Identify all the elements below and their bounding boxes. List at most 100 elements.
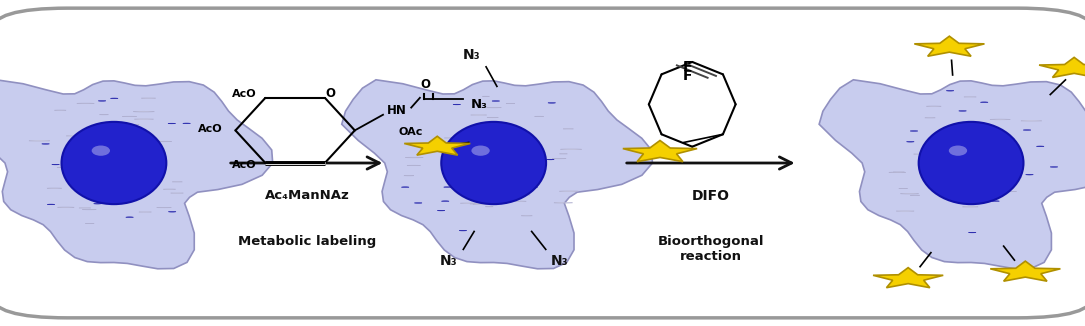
Ellipse shape (901, 193, 919, 194)
Ellipse shape (506, 180, 513, 181)
Ellipse shape (958, 155, 972, 156)
Ellipse shape (427, 147, 435, 148)
Ellipse shape (460, 184, 476, 185)
Ellipse shape (133, 111, 154, 112)
Ellipse shape (946, 90, 954, 91)
Ellipse shape (559, 191, 578, 192)
Ellipse shape (910, 195, 920, 196)
Ellipse shape (448, 158, 468, 159)
Text: AcO: AcO (232, 160, 256, 170)
Ellipse shape (976, 145, 987, 146)
Ellipse shape (527, 150, 535, 151)
Ellipse shape (144, 144, 152, 145)
Ellipse shape (1006, 191, 1017, 192)
Ellipse shape (156, 207, 171, 208)
Ellipse shape (486, 107, 501, 108)
Ellipse shape (502, 125, 510, 126)
Text: O: O (326, 86, 335, 99)
Polygon shape (0, 80, 272, 269)
Ellipse shape (1025, 174, 1033, 175)
Ellipse shape (1011, 178, 1019, 179)
Ellipse shape (486, 149, 494, 150)
Ellipse shape (111, 98, 118, 99)
Ellipse shape (93, 203, 101, 204)
Ellipse shape (407, 165, 421, 166)
Ellipse shape (107, 144, 115, 145)
Ellipse shape (515, 166, 531, 167)
Ellipse shape (889, 172, 906, 173)
Ellipse shape (962, 158, 976, 159)
Ellipse shape (990, 133, 997, 134)
Ellipse shape (62, 122, 166, 204)
Ellipse shape (554, 202, 573, 203)
Ellipse shape (477, 157, 494, 158)
Text: Metabolic labeling: Metabolic labeling (238, 235, 376, 248)
Ellipse shape (459, 230, 467, 231)
Ellipse shape (962, 152, 980, 153)
Text: O: O (420, 78, 431, 91)
Ellipse shape (483, 202, 495, 203)
Ellipse shape (954, 171, 974, 172)
Ellipse shape (104, 173, 123, 174)
Ellipse shape (957, 175, 965, 176)
Ellipse shape (927, 106, 941, 107)
Ellipse shape (58, 207, 74, 208)
Ellipse shape (470, 160, 480, 161)
Ellipse shape (495, 133, 516, 134)
Ellipse shape (981, 102, 988, 103)
Ellipse shape (77, 103, 94, 104)
Text: HN: HN (387, 104, 407, 117)
Text: DIFO: DIFO (691, 189, 730, 203)
Ellipse shape (971, 198, 982, 199)
Text: OAc: OAc (398, 127, 422, 137)
Ellipse shape (138, 172, 156, 173)
Text: N₃: N₃ (463, 49, 481, 62)
Ellipse shape (948, 145, 967, 156)
Ellipse shape (547, 159, 554, 160)
Polygon shape (623, 141, 698, 162)
Ellipse shape (91, 145, 110, 156)
Ellipse shape (93, 168, 107, 169)
Polygon shape (991, 261, 1060, 281)
FancyBboxPatch shape (0, 8, 1085, 318)
Ellipse shape (182, 123, 190, 124)
Ellipse shape (521, 215, 533, 216)
Polygon shape (819, 80, 1085, 269)
Ellipse shape (101, 180, 109, 181)
Text: AcO: AcO (232, 89, 257, 99)
Ellipse shape (907, 141, 915, 142)
Ellipse shape (54, 110, 66, 111)
Ellipse shape (924, 152, 936, 153)
Ellipse shape (405, 157, 423, 158)
Ellipse shape (454, 104, 461, 105)
Ellipse shape (48, 204, 55, 205)
Ellipse shape (997, 144, 1013, 145)
Ellipse shape (52, 164, 60, 165)
Ellipse shape (487, 117, 498, 118)
Ellipse shape (115, 138, 123, 139)
Ellipse shape (155, 141, 171, 142)
Ellipse shape (442, 122, 546, 204)
Text: F: F (684, 69, 692, 83)
Ellipse shape (990, 119, 1010, 120)
Polygon shape (873, 268, 943, 288)
Ellipse shape (151, 163, 158, 164)
Ellipse shape (42, 143, 50, 144)
Ellipse shape (919, 122, 1023, 204)
Ellipse shape (123, 116, 137, 117)
Ellipse shape (105, 180, 113, 181)
Ellipse shape (505, 139, 518, 140)
Polygon shape (915, 36, 984, 56)
Ellipse shape (519, 167, 526, 168)
Ellipse shape (994, 184, 1001, 185)
Text: N₃: N₃ (471, 98, 488, 111)
Ellipse shape (939, 184, 954, 185)
Text: Bioorthogonal
reaction: Bioorthogonal reaction (658, 235, 764, 263)
Ellipse shape (552, 158, 566, 159)
Ellipse shape (457, 157, 464, 158)
Ellipse shape (437, 210, 445, 211)
Polygon shape (342, 80, 652, 269)
Polygon shape (405, 136, 470, 155)
Ellipse shape (404, 175, 413, 176)
Ellipse shape (100, 159, 119, 160)
